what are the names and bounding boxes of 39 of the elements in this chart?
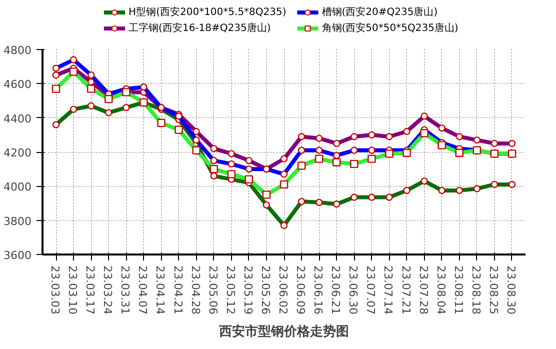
y-tick-label: 4000	[4, 180, 32, 194]
x-tick-label: 23.07.14	[382, 266, 395, 314]
x-tick-label: 23.06.21	[329, 266, 342, 314]
x-tick-label: 23.08.25	[486, 266, 500, 314]
x-tick-label: 23.03.31	[118, 266, 132, 314]
legend-label: H型钢(西安200*100*5.5*8Q235)	[128, 6, 286, 18]
x-tick-label: 23.06.09	[294, 266, 308, 314]
y-tick-label: 4800	[4, 44, 32, 57]
x-tick-label: 23.04.07	[136, 266, 150, 314]
y-tick-label: 3800	[4, 214, 32, 228]
x-tick-label: 23.03.03	[48, 266, 62, 314]
x-tick-label: 23.05.26	[258, 266, 272, 314]
x-tick-label: 23.04.14	[154, 266, 167, 314]
x-tick-label: 23.08.11	[452, 266, 465, 314]
legend-label: 角钢(西安50*50*5Q235唐山)	[322, 22, 458, 34]
x-tick-label: 23.05.06	[206, 266, 220, 314]
x-tick-label: 23.08.18	[469, 266, 482, 314]
y-tick-label: 4400	[4, 112, 32, 126]
x-tick-label: 23.03.24	[101, 266, 114, 314]
x-tick-label: 23.08.30	[504, 266, 518, 314]
x-tick-label: 23.04.21	[171, 266, 184, 314]
y-tick-label: 4600	[4, 78, 32, 92]
x-tick-label: 23.03.17	[84, 266, 97, 314]
x-tick-label: 23.06.02	[276, 266, 290, 314]
y-tick-label: 4200	[4, 146, 32, 160]
legend-label: 工字钢(西安16-18#Q235唐山)	[128, 22, 271, 34]
x-tick-label: 23.08.04	[434, 266, 448, 314]
x-tick-label: 23.05.19	[241, 266, 254, 314]
x-tick-label: 23.06.30	[346, 266, 360, 314]
x-tick-label: 23.03.10	[66, 266, 80, 314]
x-tick-label: 23.07.07	[364, 266, 378, 314]
x-tick-label: 23.06.16	[312, 266, 325, 314]
y-tick-label: 3600	[4, 249, 32, 262]
x-tick-label: 23.07.21	[399, 266, 412, 314]
legend-label: 槽钢(西安20#Q235唐山)	[322, 6, 438, 18]
x-tick-label: 23.04.28	[188, 266, 202, 314]
text: 西安市型钢价格走势图	[218, 324, 349, 340]
x-tick-label: 23.05.12	[224, 266, 237, 314]
x-tick-label: 23.07.28	[416, 266, 430, 314]
